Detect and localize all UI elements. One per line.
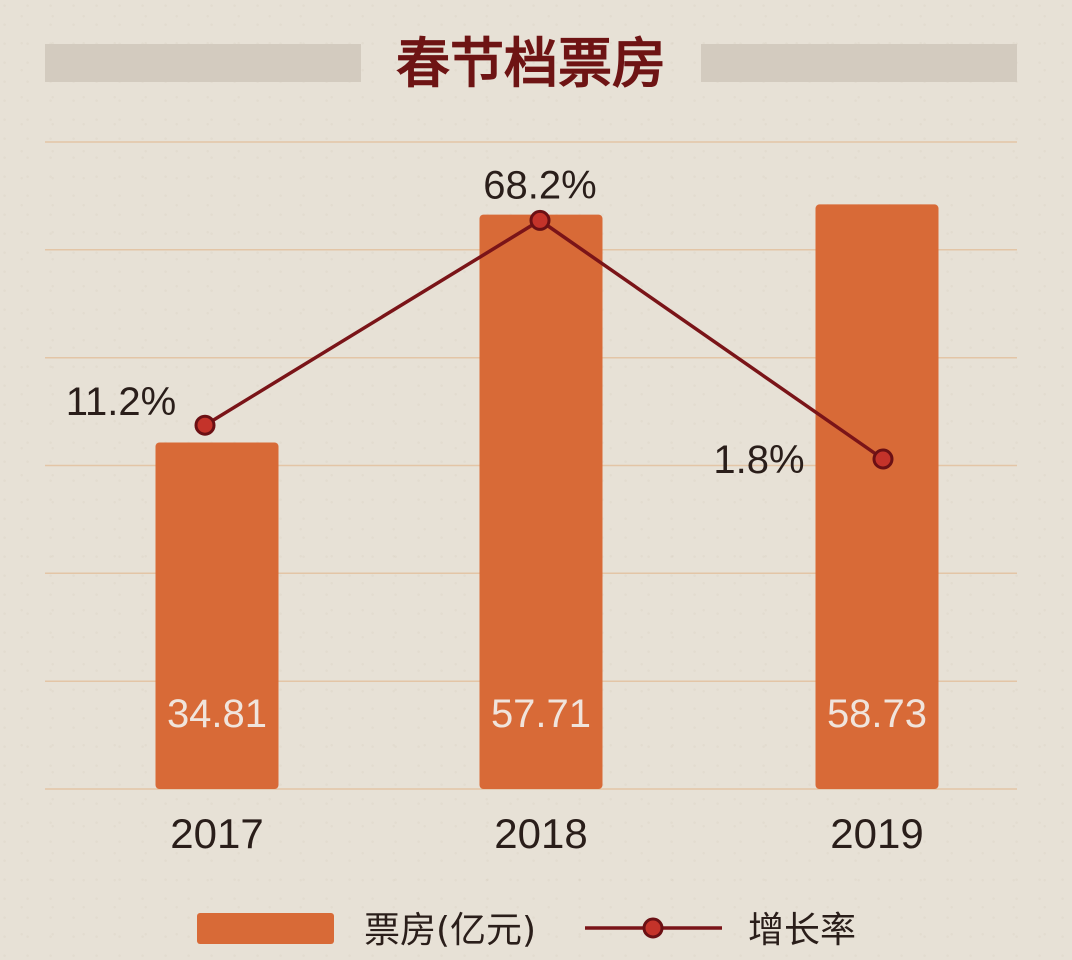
bar-value-label-2018: 57.71 [491,692,591,736]
bar-value-label-2019: 58.73 [827,692,927,736]
bar-value-label-2017: 34.81 [167,692,267,736]
legend-bar-swatch [197,913,334,944]
chart-title: 春节档票房 [396,32,666,95]
legend-bar-label: 票房(亿元) [364,910,536,951]
growth-rate-label-2017: 11.2% [66,380,176,424]
bar-2017 [155,442,279,789]
title-band-right [701,44,1017,82]
x-tick-label-2017: 2017 [170,810,263,857]
growth-rate-point-2019 [872,448,894,470]
rate-line-group: 11.2% 68.2% 1.8% [66,163,894,482]
legend-line-label: 增长率 [748,910,856,951]
title-band-left [45,44,361,82]
growth-rate-label-2019: 1.8% [713,438,804,482]
x-tick-label-2018: 2018 [494,810,587,857]
legend-line-marker [642,917,664,939]
legend: 票房(亿元) 增长率 [197,910,856,951]
growth-rate-label-2018: 68.2% [483,163,596,207]
bar-2019 [815,204,939,789]
growth-rate-point-2017 [194,414,216,436]
bars-group: 34.81 2017 57.71 2018 58.73 2019 [155,204,939,857]
growth-rate-point-2018 [529,209,551,231]
x-tick-label-2019: 2019 [830,810,923,857]
bar-2018 [479,214,603,790]
